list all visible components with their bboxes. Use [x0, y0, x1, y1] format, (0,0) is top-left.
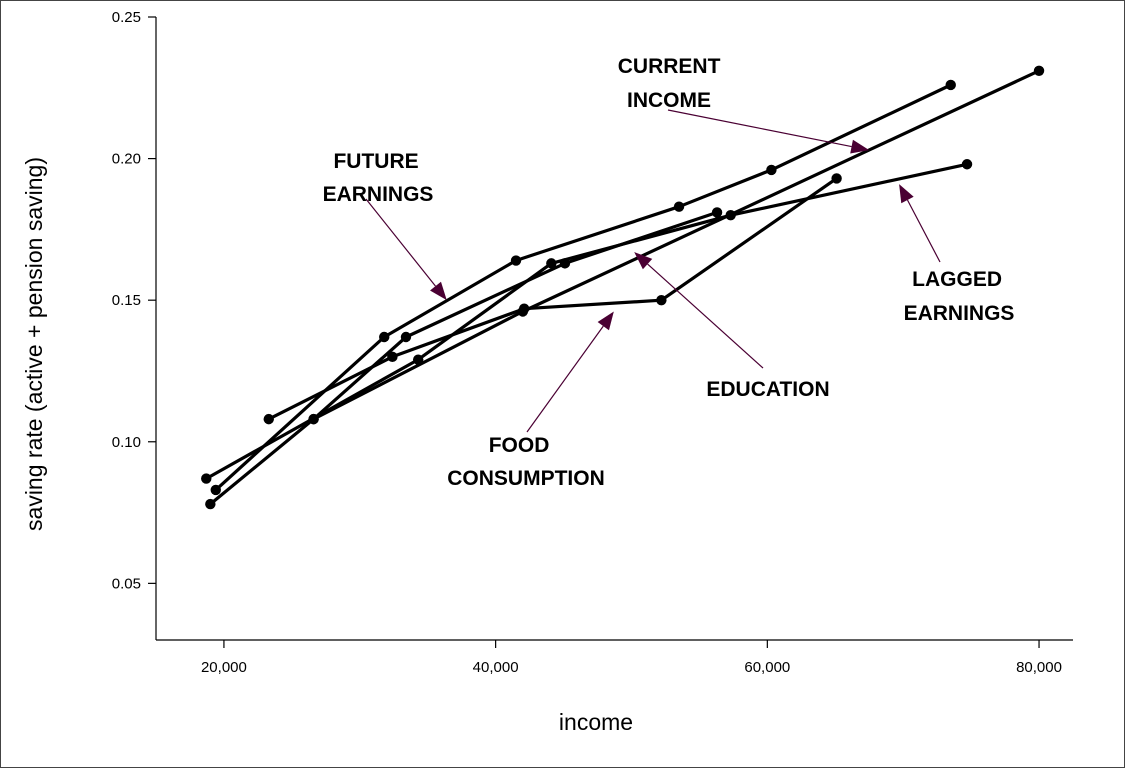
data-point-food [831, 173, 842, 184]
arrow-layer [365, 109, 941, 433]
annotation-current-line-1: CURRENT [618, 55, 721, 78]
data-point-future [673, 201, 685, 212]
arrow-line-education [647, 263, 764, 369]
arrow-head-education [634, 252, 653, 270]
annotation-current-income: CURRENT INCOME [618, 55, 727, 112]
data-point-food [387, 351, 398, 363]
y-axis-title: saving rate (active + pension saving) [21, 157, 47, 531]
y-tick-label: 0.15 [112, 292, 141, 309]
y-tick-label: 0.10 [112, 434, 141, 451]
arrow-head-lagged [899, 184, 914, 204]
annotation-food-consumption: FOOD CONSUMPTION [447, 434, 605, 490]
arrow-head-future [430, 281, 447, 301]
y-tick-label: 0.05 [112, 575, 141, 592]
axes [155, 17, 1073, 641]
data-point-education [400, 331, 412, 343]
data-point-future [379, 331, 390, 343]
data-point-future [945, 79, 956, 91]
data-point-future [510, 255, 522, 266]
y-tick-label: 0.20 [112, 151, 141, 168]
ticks: 20,000 40,000 60,000 80,000 0.05 0.10 0.15 0.20… [112, 9, 1062, 676]
data-point-education [559, 258, 571, 269]
annotation-future-line-1: FUTURE [333, 150, 418, 173]
x-tick-label: 40,000 [473, 659, 519, 676]
data-point-lagged [546, 258, 557, 269]
series-line-future [214, 83, 952, 492]
series-layer [201, 65, 1045, 510]
annotation-future-line-2: EARNINGS [323, 183, 434, 206]
series-line-current [209, 69, 1040, 506]
data-point-lagged [412, 354, 424, 365]
data-point-education [308, 413, 319, 425]
annotation-food-line-1: FOOD [489, 434, 550, 457]
arrow-line-lagged [906, 199, 941, 263]
x-tick-label: 80,000 [1016, 659, 1062, 676]
annotation-lagged-line-2: EARNINGS [904, 302, 1015, 325]
data-point-future [766, 164, 777, 176]
data-point-lagged [201, 473, 212, 484]
data-point-lagged [961, 159, 973, 170]
arrow-line-food [526, 325, 604, 433]
annotation-lagged-earnings: LAGGED EARNINGS [904, 268, 1015, 325]
data-point-food [656, 294, 667, 306]
data-point-food [518, 303, 530, 314]
arrow-head-food [597, 311, 614, 331]
series-line-education [312, 210, 718, 421]
x-tick-label: 60,000 [744, 659, 790, 676]
data-point-lagged [725, 210, 736, 221]
x-tick-label: 20,000 [201, 659, 247, 676]
arrow-line-current [667, 109, 852, 148]
x-axis-title: income [559, 709, 633, 735]
data-point-education [711, 207, 723, 218]
data-point-food [263, 413, 274, 425]
y-tick-label: 0.25 [112, 9, 141, 26]
annotation-education-line-1: EDUCATION [706, 378, 829, 401]
data-point-future [210, 484, 221, 496]
data-point-current [1033, 65, 1045, 77]
data-point-current [205, 498, 216, 510]
annotation-lagged-line-1: LAGGED [912, 268, 1002, 291]
annotation-education: EDUCATION [706, 378, 829, 401]
annotation-future-earnings: FUTURE EARNINGS [323, 150, 434, 206]
annotation-current-line-2: INCOME [627, 89, 711, 112]
annotation-food-line-2: CONSUMPTION [447, 467, 605, 490]
arrow-line-future [365, 198, 436, 287]
arrow-head-current [850, 139, 870, 154]
